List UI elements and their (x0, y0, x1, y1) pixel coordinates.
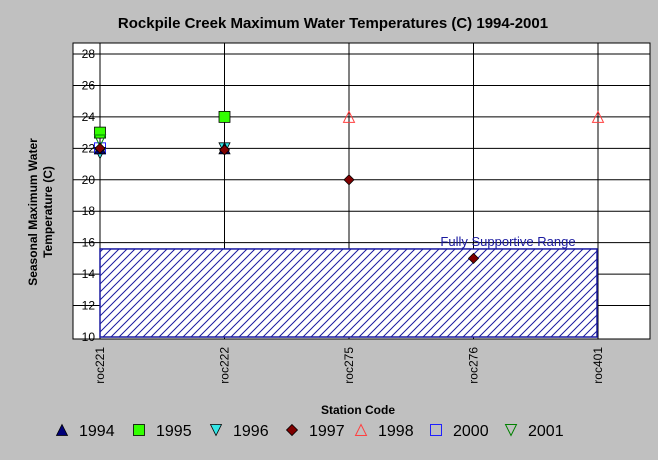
y-tick-label: 10 (82, 330, 96, 344)
legend-marker-1998 (354, 423, 368, 436)
y-axis-ticks: 10 12 14 16 18 20 22 24 26 28 (82, 47, 96, 344)
legend-label: 1996 (233, 423, 269, 440)
legend-label: 1995 (156, 423, 192, 440)
y-tick-label: 28 (82, 47, 96, 61)
legend-label: 1997 (309, 423, 345, 440)
y-tick-label: 26 (82, 78, 96, 92)
x-tick-label: roc222 (218, 347, 232, 384)
y-tick-label: 12 (82, 299, 96, 313)
y-tick-label: 24 (82, 110, 96, 124)
data-point-1998 (591, 110, 605, 123)
legend-item-1995: 1995 (133, 423, 192, 440)
y-tick-label: 22 (82, 141, 96, 155)
chart-title: Rockpile Creek Maximum Water Temperature… (118, 15, 548, 32)
data-point-1997 (343, 174, 355, 186)
legend-label: 2000 (453, 423, 489, 440)
x-tick-label: roc401 (591, 347, 605, 384)
legend-marker-1995 (133, 424, 145, 436)
y-axis-label-line-2: Temperature (C) (41, 166, 55, 258)
legend-marker-1994 (55, 423, 69, 436)
data-points (93, 110, 605, 264)
data-point-1997 (94, 142, 106, 154)
legend-marker-1997 (285, 423, 299, 437)
legend-item-1994: 1994 (55, 423, 115, 440)
y-tick-label: 16 (82, 236, 96, 250)
y-tick-label: 14 (82, 267, 96, 281)
legend-item-2001: 2001 (504, 423, 564, 440)
y-tick-label: 20 (82, 173, 96, 187)
legend-marker-2000 (430, 424, 442, 436)
data-point-2001 (93, 134, 107, 148)
legend: 1994 1995 1996 1997 1998 2000 2001 (55, 423, 564, 440)
band-region (99, 248, 598, 338)
data-point-1997 (218, 144, 231, 156)
legend-label: 2001 (528, 423, 564, 440)
legend-label: 1998 (378, 423, 414, 440)
x-tick-label: roc276 (467, 347, 481, 384)
fully-supportive-band: Fully Supportive Range (99, 234, 598, 338)
legend-item-1997: 1997 (285, 423, 345, 440)
legend-label: 1994 (79, 423, 115, 440)
data-point-1997 (467, 252, 480, 264)
legend-item-2000: 2000 (430, 423, 489, 440)
x-tick-label: roc275 (342, 347, 356, 384)
x-tick-label: roc221 (93, 347, 107, 384)
data-point-1995 (218, 110, 231, 123)
x-axis-ticks: roc221 roc222 roc275 roc276 roc401 (93, 347, 605, 384)
legend-marker-2001 (504, 424, 518, 437)
data-point-1995 (94, 126, 106, 139)
y-axis-label-line-1: Seasonal Maximum Water (26, 138, 40, 286)
legend-item-1998: 1998 (354, 423, 414, 440)
y-tick-label: 18 (82, 204, 96, 218)
band-label: Fully Supportive Range (440, 234, 575, 249)
x-axis-label: Station Code (321, 403, 395, 417)
legend-marker-1996 (209, 424, 223, 437)
legend-item-1996: 1996 (209, 423, 269, 440)
data-point-1998 (342, 110, 356, 123)
